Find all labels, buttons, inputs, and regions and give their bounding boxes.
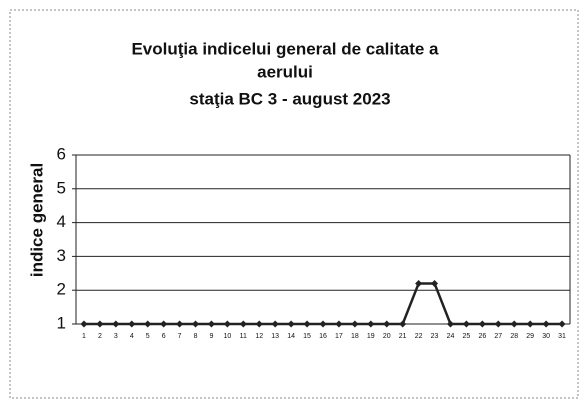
chart-frame [9, 9, 579, 399]
point [287, 320, 295, 328]
point [399, 320, 407, 328]
point [207, 320, 215, 328]
y-tick-label: 1 [57, 313, 66, 332]
y-tick-label: 3 [57, 246, 66, 265]
chart-title: aerului [257, 62, 313, 81]
x-tick-label: 10 [223, 333, 231, 340]
x-tick-label: 28 [510, 333, 518, 340]
point [558, 320, 566, 328]
x-tick-label: 24 [447, 333, 455, 340]
x-tick-label: 30 [542, 333, 550, 340]
point [494, 320, 502, 328]
point [255, 320, 263, 328]
x-tick-label: 13 [271, 333, 279, 340]
point [542, 320, 550, 328]
point [478, 320, 486, 328]
x-tick-label: 11 [240, 333, 247, 340]
point [128, 320, 136, 328]
point [415, 279, 423, 287]
x-tick-label: 12 [255, 333, 263, 340]
x-tick-label: 29 [526, 333, 534, 340]
x-tick-label: 8 [194, 333, 198, 340]
x-tick-label: 31 [558, 333, 566, 340]
x-tick-label: 22 [415, 333, 423, 340]
x-tick-label: 6 [162, 333, 166, 340]
point [239, 320, 247, 328]
x-tick-label: 27 [494, 333, 502, 340]
y-tick-label: 6 [57, 144, 66, 163]
point [144, 320, 152, 328]
point [223, 320, 231, 328]
x-tick-label: 3 [114, 333, 118, 340]
point [351, 320, 359, 328]
point [431, 279, 439, 287]
x-tick-label: 17 [335, 333, 343, 340]
x-tick-label: 19 [367, 333, 375, 340]
point [335, 320, 343, 328]
x-tick-label: 4 [130, 333, 134, 340]
point [446, 320, 454, 328]
x-tick-label: 5 [146, 333, 150, 340]
point [319, 320, 327, 328]
x-tick-label: 25 [463, 333, 471, 340]
y-tick-label: 4 [57, 212, 66, 231]
point [383, 320, 391, 328]
y-tick-label: 2 [57, 280, 66, 299]
x-tick-label: 7 [178, 333, 182, 340]
x-tick-label: 2 [98, 333, 102, 340]
point [112, 320, 120, 328]
point [462, 320, 470, 328]
x-tick-label: 23 [431, 333, 439, 340]
point [367, 320, 375, 328]
chart-title: staţia BC 3 - august 2023 [189, 89, 390, 108]
x-tick-label: 1 [82, 333, 86, 340]
point [510, 320, 518, 328]
point [80, 320, 88, 328]
x-tick-label: 21 [399, 333, 407, 340]
point [96, 320, 104, 328]
x-tick-label: 18 [351, 333, 359, 340]
chart-title: Evoluţia indicelui general de calitate a [131, 39, 439, 58]
point [160, 320, 168, 328]
point [526, 320, 534, 328]
y-tick-label: 5 [57, 178, 66, 197]
point [271, 320, 279, 328]
x-tick-label: 9 [209, 333, 213, 340]
point [303, 320, 311, 328]
x-tick-label: 15 [303, 333, 311, 340]
x-tick-label: 14 [287, 333, 295, 340]
x-tick-label: 16 [319, 333, 327, 340]
x-tick-label: 20 [383, 333, 391, 340]
point [176, 320, 184, 328]
x-tick-label: 26 [478, 333, 486, 340]
point [192, 320, 200, 328]
y-axis-label: indice general [27, 163, 46, 277]
